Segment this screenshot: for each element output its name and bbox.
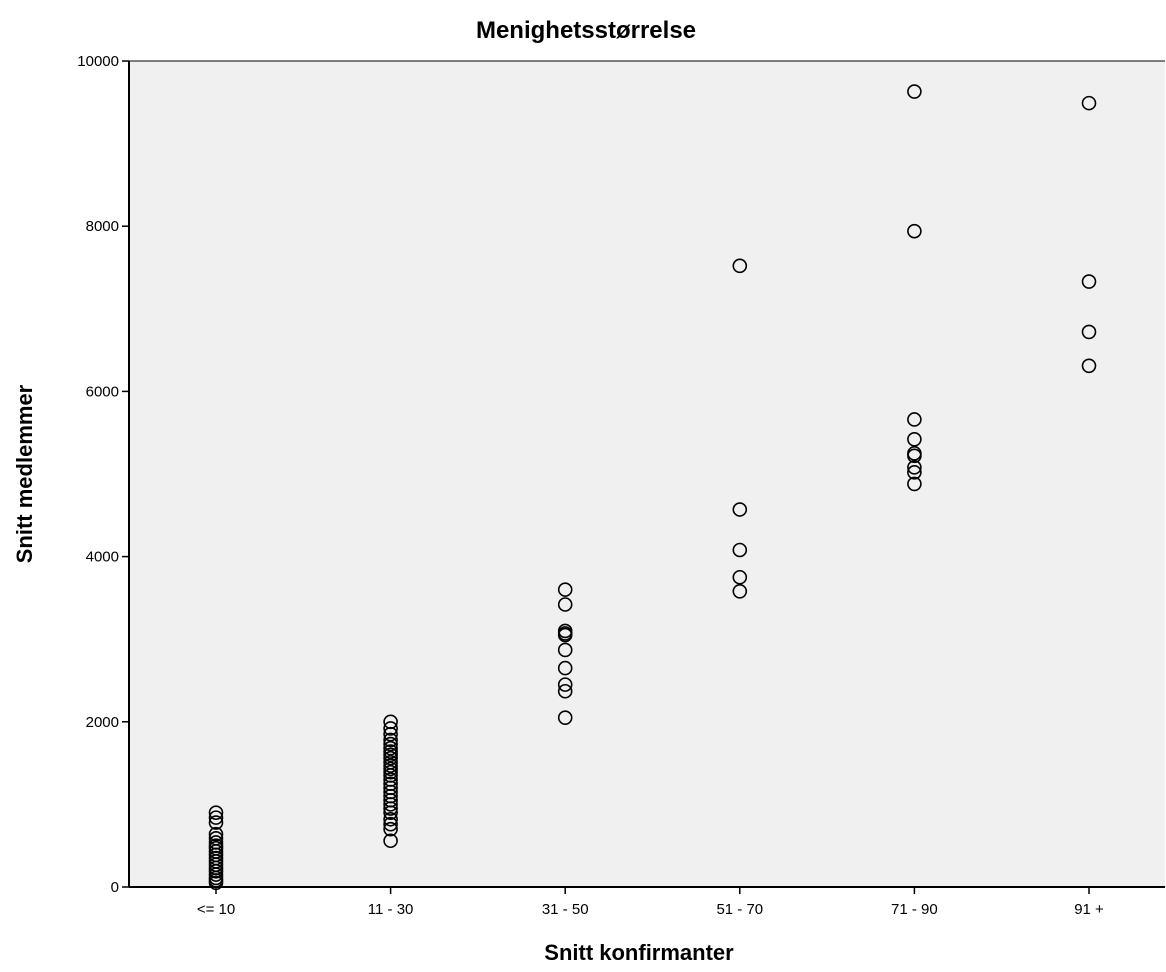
data-point [383, 726, 398, 742]
data-point [383, 816, 398, 832]
data-point [907, 84, 922, 99]
data-point [383, 750, 398, 766]
data-point [907, 412, 922, 427]
data-point [557, 627, 573, 643]
data-point [557, 642, 573, 658]
y-axis: 0 2000 4000 6000 8000 10000 [77, 53, 129, 896]
x-tick-label: 51 - 70 [716, 901, 763, 918]
data-point [732, 542, 748, 558]
y-tick-label: 4000 [86, 549, 119, 566]
data-point [1081, 95, 1097, 111]
y-axis-label: Snitt medlemmer [12, 384, 37, 563]
data-point [907, 223, 922, 239]
data-point [383, 797, 398, 812]
data-point [383, 821, 398, 837]
data-point [1081, 358, 1097, 374]
data-point [383, 736, 398, 752]
x-tick-label: <= 10 [197, 901, 235, 918]
data-point [557, 597, 573, 612]
data-point [907, 465, 922, 480]
x-axis: <= 10 11 - 30 31 - 50 51 - 70 71 - 90 91 + [197, 887, 1104, 918]
x-tick-label: 71 - 90 [891, 901, 938, 918]
data-point [557, 683, 573, 699]
x-tick-label: 91 + [1074, 901, 1104, 918]
x-axis-label: Snitt konfirmanter [544, 940, 734, 965]
y-tick-label: 8000 [86, 218, 119, 235]
data-point [383, 721, 398, 736]
data-point [557, 710, 573, 725]
data-point [557, 582, 573, 597]
y-tick-label: 10000 [77, 53, 119, 70]
data-point [208, 875, 224, 891]
data-point [383, 801, 398, 816]
data-point [732, 258, 748, 274]
data-point [732, 569, 748, 585]
data-point [383, 732, 398, 748]
x-tick-label: 31 - 50 [542, 901, 589, 918]
data-point [1081, 324, 1097, 340]
data-point [907, 448, 922, 464]
data-points [208, 84, 1097, 891]
plot-area [129, 61, 1165, 887]
data-point [732, 583, 748, 599]
data-point [383, 833, 398, 849]
data-point [208, 826, 224, 842]
y-tick-label: 0 [111, 879, 119, 896]
y-tick-label: 6000 [86, 383, 119, 400]
data-point [383, 805, 398, 820]
chart-title: Menighetsstørrelse [476, 17, 696, 44]
data-point [907, 476, 922, 492]
y-tick-label: 2000 [86, 714, 119, 731]
x-tick-label: 11 - 30 [368, 901, 414, 918]
data-point [907, 460, 922, 475]
data-point [557, 677, 573, 692]
data-point [557, 660, 573, 676]
data-point [208, 815, 224, 830]
data-point [383, 811, 398, 827]
data-point [907, 432, 922, 447]
data-point [208, 805, 224, 820]
data-point [732, 502, 748, 517]
data-point [1081, 274, 1097, 289]
data-point [208, 810, 224, 825]
